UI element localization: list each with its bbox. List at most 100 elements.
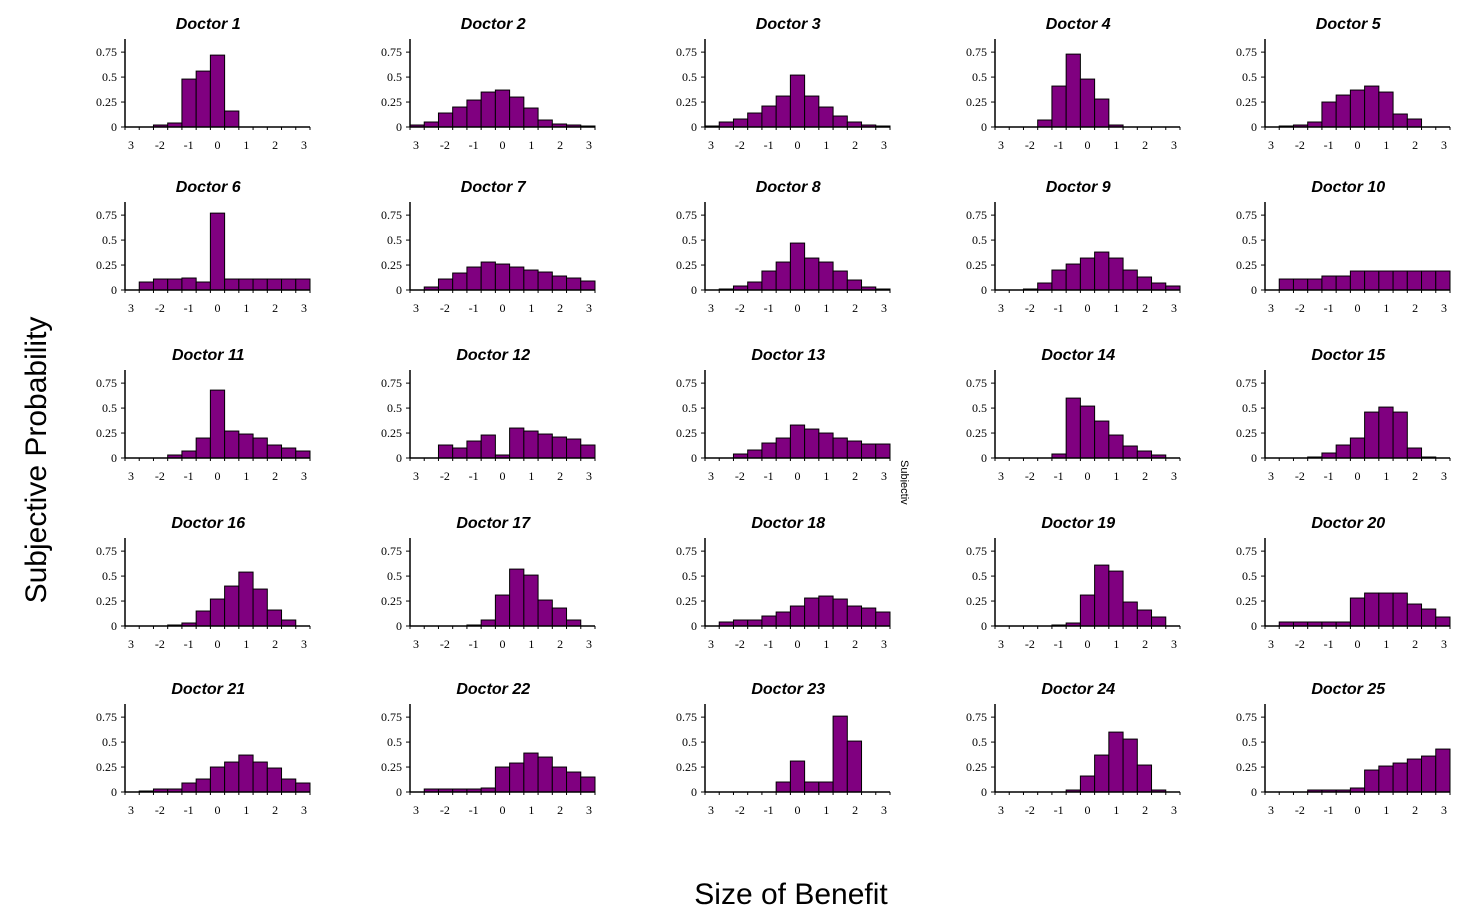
bar (1364, 411, 1380, 459)
x-tick-label: -2 (1025, 301, 1035, 315)
y-tick-label: 0.25 (676, 95, 697, 109)
y-tick-label: 0.5 (102, 569, 117, 583)
y-tick-label: 0.5 (102, 401, 117, 415)
x-tick-label: 3 (1171, 469, 1177, 483)
bar (1094, 564, 1110, 627)
y-tick-label: 0.75 (966, 544, 987, 558)
y-tick-label: 0.5 (972, 735, 987, 749)
bar (1292, 278, 1309, 291)
x-tick-label: 2 (852, 803, 858, 817)
bar (437, 278, 454, 291)
x-tick-label: 1 (528, 301, 534, 315)
x-tick-label: 2 (852, 301, 858, 315)
x-tick-label: 0 (215, 469, 221, 483)
bar (818, 261, 834, 291)
x-tick-label: 0 (1355, 138, 1361, 152)
chart-title: Doctor 5 (1316, 16, 1382, 33)
bar (523, 430, 539, 459)
doctor-chart-16: Doctor 16 0 0.25 0.5 0.75 3 -2 -1 0 1 2 3 (96, 515, 311, 651)
x-tick-label: 2 (272, 637, 278, 651)
x-tick-label: 3 (301, 803, 307, 817)
chart-title: Doctor 14 (1041, 347, 1115, 364)
bar (1378, 270, 1394, 291)
x-tick-label: -2 (440, 637, 450, 651)
y-tick-label: 0.5 (387, 569, 402, 583)
bar (466, 99, 482, 128)
doctor-chart-21: Doctor 21 0 0.25 0.5 0.75 3 -2 -1 0 1 2 3 (96, 681, 311, 817)
x-tick-label: -2 (155, 138, 165, 152)
doctor-chart-7: Doctor 7 0 0.25 0.5 0.75 3 -2 -1 0 1 2 3 (381, 179, 596, 315)
y-tick-label: 0 (111, 619, 117, 633)
bar (1122, 738, 1138, 793)
bar (152, 278, 169, 291)
x-tick-label: 0 (215, 138, 221, 152)
x-tick-label: 1 (1383, 301, 1389, 315)
x-tick-label: -1 (184, 138, 194, 152)
x-tick-label: 3 (881, 637, 887, 651)
bar (1321, 275, 1337, 291)
y-tick-label: 0.75 (96, 45, 117, 59)
bar (580, 776, 596, 793)
bar (804, 428, 820, 459)
bar (252, 761, 268, 793)
bar (1392, 113, 1408, 128)
y-tick-label: 0.5 (1242, 401, 1257, 415)
y-tick-label: 0 (111, 120, 117, 134)
bar (224, 278, 240, 291)
chart-title: Doctor 3 (756, 16, 821, 33)
x-tick-label: 2 (852, 469, 858, 483)
bar (238, 278, 254, 291)
bar (775, 261, 791, 291)
y-tick-label: 0.75 (381, 208, 402, 222)
doctor-chart-8: Doctor 8 0 0.25 0.5 0.75 3 -2 -1 0 1 2 3 (676, 179, 891, 315)
chart-title: Doctor 19 (1041, 515, 1115, 532)
y-tick-label: 0.5 (1242, 233, 1257, 247)
bar (775, 781, 791, 793)
y-tick-label: 0.75 (676, 544, 697, 558)
x-tick-label: 1 (823, 637, 829, 651)
y-tick-label: 0.5 (972, 401, 987, 415)
y-tick-label: 0.75 (96, 376, 117, 390)
x-tick-label: 2 (1142, 301, 1148, 315)
y-tick-label: 0.5 (1242, 70, 1257, 84)
x-tick-label: 2 (1412, 637, 1418, 651)
bar (775, 95, 791, 128)
y-tick-label: 0 (111, 283, 117, 297)
x-tick-label: -1 (469, 138, 479, 152)
bar (1364, 592, 1380, 627)
bar (1406, 118, 1423, 128)
bar (804, 95, 820, 128)
x-tick-label: 0 (215, 803, 221, 817)
bar (437, 444, 454, 459)
bar (195, 70, 211, 128)
x-tick-label: 2 (1412, 138, 1418, 152)
x-tick-label: 0 (500, 637, 506, 651)
y-tick-label: 0.75 (676, 45, 697, 59)
x-tick-label: 1 (528, 469, 534, 483)
x-tick-label: 0 (1355, 469, 1361, 483)
bar (846, 605, 863, 627)
bar (1406, 603, 1423, 627)
bar (480, 619, 496, 627)
y-tick-label: 0 (691, 785, 697, 799)
bar (775, 437, 791, 459)
bar (252, 588, 268, 627)
y-tick-label: 0.25 (966, 258, 987, 272)
x-tick-label: 3 (1268, 637, 1274, 651)
chart-title: Doctor 8 (756, 179, 821, 196)
bar (537, 271, 553, 291)
bar (252, 437, 268, 459)
bar (1421, 755, 1437, 793)
x-tick-label: 2 (272, 803, 278, 817)
chart-title: Doctor 22 (456, 681, 530, 698)
bar (1079, 257, 1096, 291)
bar (1136, 609, 1153, 627)
x-tick-label: 3 (586, 469, 592, 483)
bar (295, 450, 311, 459)
y-tick-label: 0.25 (676, 258, 697, 272)
y-tick-label: 0 (1251, 785, 1257, 799)
bar (138, 281, 154, 291)
x-tick-label: 0 (1355, 803, 1361, 817)
x-tick-label: 0 (500, 301, 506, 315)
bar (509, 96, 525, 128)
